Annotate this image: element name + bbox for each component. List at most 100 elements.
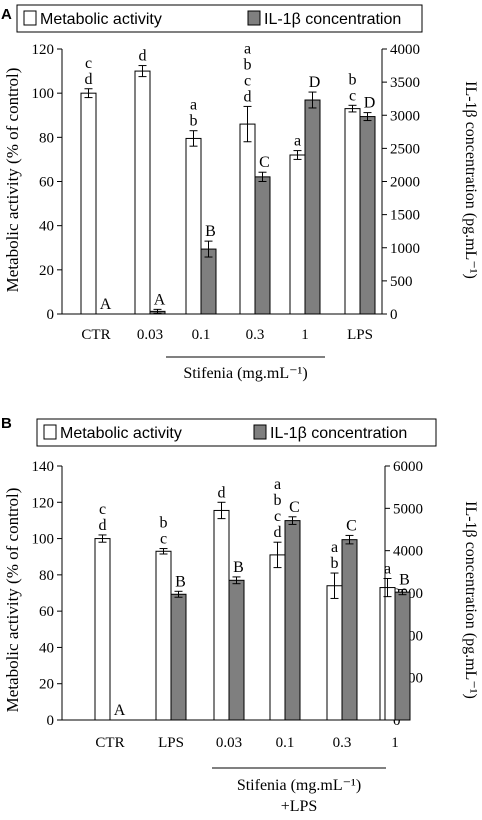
sig-label-metabolic: c bbox=[244, 72, 251, 89]
sig-label-metabolic: a bbox=[294, 133, 301, 150]
category-label: 0.1 bbox=[192, 327, 211, 343]
panel-b-legend-swatch-il1b bbox=[253, 424, 267, 440]
sig-label-il1b: C bbox=[259, 154, 270, 171]
panel-b-y-right-label: IL-1β concentration (pg.mL⁻¹) bbox=[462, 501, 479, 699]
category-label: CTR bbox=[95, 735, 124, 751]
category-label: 1 bbox=[301, 327, 309, 343]
sig-label-metabolic: a bbox=[244, 40, 251, 57]
sig-label-il1b: B bbox=[175, 573, 186, 590]
bar-il1b-4 bbox=[341, 539, 358, 721]
y-left-tick-label: 40 bbox=[39, 640, 54, 656]
sig-label-il1b: D bbox=[364, 95, 376, 112]
sig-label-metabolic: c bbox=[274, 508, 281, 525]
y-right-tick-label: 5000 bbox=[393, 501, 423, 517]
y-left-tick-label: 120 bbox=[32, 42, 55, 58]
sig-label-metabolic: d bbox=[99, 517, 107, 534]
y-right-tick-label: 3000 bbox=[390, 108, 420, 124]
y-left-tick-label: 140 bbox=[32, 459, 55, 475]
y-left-tick-label: 20 bbox=[39, 677, 54, 693]
y-left-tick-label: 20 bbox=[39, 263, 54, 279]
category-label: 0.3 bbox=[333, 735, 352, 751]
panel-a-legend-swatch-metabolic bbox=[23, 10, 37, 26]
panel-b-legend: Metabolic activity IL-1β concentration bbox=[36, 418, 437, 447]
bar-il1b-5 bbox=[394, 591, 411, 721]
bar-metabolic-3 bbox=[239, 123, 256, 315]
sig-label-il1b: A bbox=[100, 296, 112, 313]
bar-il1b-2 bbox=[200, 248, 217, 315]
y-right-tick-label: 2000 bbox=[390, 175, 420, 191]
category-label: CTR bbox=[81, 327, 110, 343]
bar-metabolic-0 bbox=[94, 538, 111, 721]
y-right-tick-label: 4000 bbox=[393, 544, 423, 560]
y-left-tick-label: 0 bbox=[47, 713, 55, 729]
panel-a-category-labels: CTR 0.03 0.1 0.3 1 LPS bbox=[81, 327, 373, 343]
panel-b-group-label: Stifenia (mg.mL⁻¹) bbox=[237, 777, 361, 794]
sig-label-metabolic: a bbox=[384, 560, 391, 577]
sig-label-metabolic: d bbox=[139, 48, 147, 65]
sig-label-il1b: D bbox=[309, 74, 321, 91]
panel-a-y-left-label: Metabolic activity (% of control) bbox=[3, 68, 22, 293]
panel-a: A Metabolic activity IL-1β concentration… bbox=[1, 4, 479, 382]
bar-metabolic-5 bbox=[379, 587, 396, 721]
sig-label-il1b: A bbox=[154, 291, 166, 308]
sig-label-il1b: A bbox=[114, 702, 126, 719]
sig-label-metabolic: a bbox=[274, 476, 281, 493]
sig-label-il1b: B bbox=[233, 559, 244, 576]
panel-b-y-left-label: Metabolic activity (% of control) bbox=[3, 488, 22, 713]
sig-label-metabolic: a bbox=[331, 539, 338, 556]
sig-label-metabolic: c bbox=[99, 501, 106, 518]
y-right-tick-label: 500 bbox=[390, 274, 413, 290]
sig-label-metabolic: d bbox=[244, 88, 252, 105]
bar-il1b-3 bbox=[254, 176, 271, 315]
bar-metabolic-5 bbox=[344, 108, 361, 315]
panel-b-category-labels: CTR LPS 0.03 0.1 0.3 1 bbox=[95, 735, 398, 751]
y-right-tick-label: 1000 bbox=[390, 241, 420, 257]
category-label: 0.1 bbox=[276, 735, 295, 751]
y-left-tick-label: 0 bbox=[47, 307, 55, 323]
bar-il1b-4 bbox=[304, 99, 321, 315]
y-left-tick-label: 60 bbox=[39, 175, 54, 191]
sig-label-metabolic: c bbox=[85, 55, 92, 72]
category-label: LPS bbox=[347, 327, 373, 343]
sig-label-metabolic: b bbox=[190, 113, 198, 130]
y-left-tick-label: 100 bbox=[32, 532, 55, 548]
panel-b-legend-swatch-metabolic bbox=[43, 424, 57, 440]
sig-label-il1b: B bbox=[205, 223, 216, 240]
bar-metabolic-2 bbox=[185, 137, 202, 315]
bar-metabolic-1 bbox=[134, 70, 151, 315]
y-right-tick-label: 4000 bbox=[390, 42, 420, 58]
y-left-tick-label: 40 bbox=[39, 219, 54, 235]
y-right-tick-label: 6000 bbox=[393, 459, 423, 475]
y-right-tick-label: 1500 bbox=[390, 208, 420, 224]
panel-a-y-right-label: IL-1β concentration (pg.mL⁻¹) bbox=[462, 81, 479, 279]
panel-a-y-right-ticks: 0 500 1000 1500 2000 2500 3000 3500 4000 bbox=[382, 42, 420, 323]
category-label: LPS bbox=[158, 735, 184, 751]
panel-b-legend-box bbox=[36, 418, 437, 447]
sig-label-metabolic: d bbox=[218, 484, 226, 501]
sig-label-metabolic: a bbox=[190, 97, 197, 114]
panel-a-legend-swatch-il1b bbox=[247, 10, 261, 26]
sig-label-metabolic: d bbox=[85, 71, 93, 88]
panel-b-label: B bbox=[1, 415, 12, 432]
panel-b: B Metabolic activity IL-1β concentration… bbox=[1, 415, 479, 815]
bar-metabolic-2 bbox=[213, 509, 230, 721]
bar-il1b-1 bbox=[170, 593, 187, 721]
panel-b-group-label-line2: +LPS bbox=[281, 798, 318, 815]
y-left-tick-label: 80 bbox=[39, 568, 54, 584]
y-left-tick-label: 100 bbox=[32, 86, 55, 102]
bar-il1b-3 bbox=[284, 520, 301, 721]
y-right-tick-label: 0 bbox=[390, 307, 398, 323]
y-right-tick-label: 2500 bbox=[390, 141, 420, 157]
sig-label-metabolic: b bbox=[331, 555, 339, 572]
sig-label-il1b: B bbox=[399, 572, 410, 589]
bar-metabolic-3 bbox=[269, 554, 286, 721]
sig-label-metabolic: b bbox=[349, 71, 357, 88]
panel-a-legend-il1b: IL-1β concentration bbox=[264, 11, 401, 28]
panel-b-y-left-ticks: 0 20 40 60 80 100 120 140 bbox=[32, 459, 62, 729]
sig-label-metabolic: c bbox=[349, 87, 356, 104]
panel-a-label: A bbox=[1, 6, 12, 23]
panel-a-y-left-ticks: 0 20 40 60 80 100 120 bbox=[32, 42, 62, 323]
